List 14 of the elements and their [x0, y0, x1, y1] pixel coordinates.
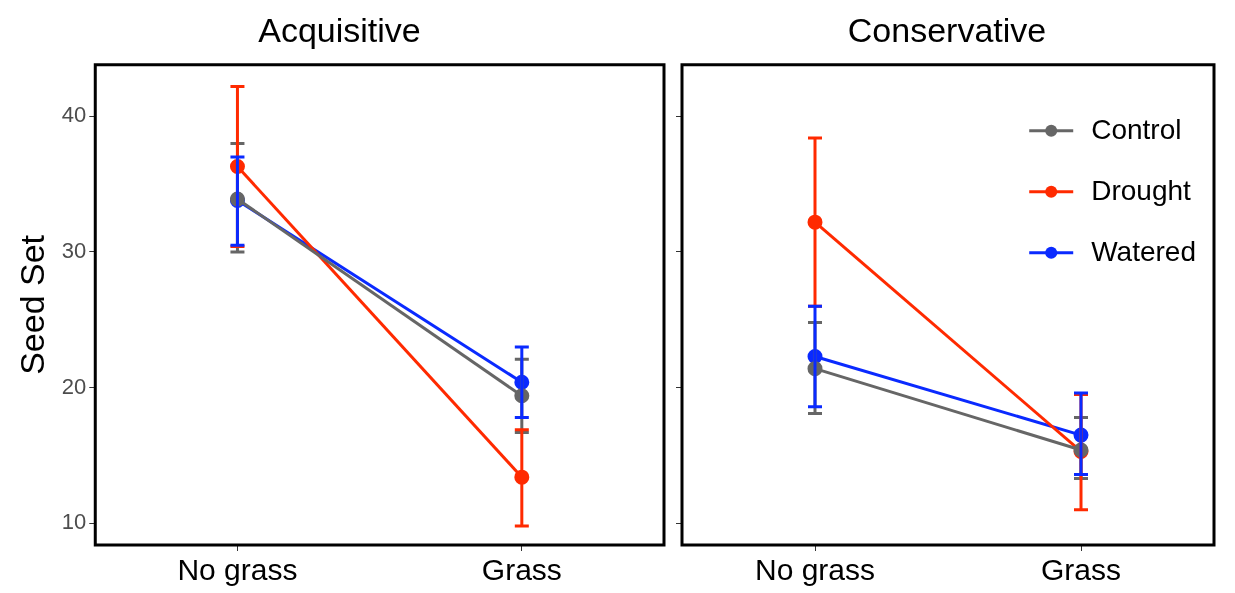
- legend-label: Watered: [1091, 235, 1196, 267]
- y-tick-label: 40: [61, 102, 87, 128]
- y-tick-label: 20: [61, 373, 87, 399]
- y-axis-title: Seed Set: [12, 234, 51, 375]
- x-tick-label: Grass: [481, 553, 562, 587]
- legend-label: Control: [1091, 113, 1182, 145]
- x-tick-label: No grass: [177, 553, 298, 587]
- chart-title: Acquisitive: [258, 10, 421, 49]
- y-tick-label: 10: [61, 509, 87, 535]
- x-tick-label: No grass: [754, 553, 876, 587]
- x-tick-label: Grass: [1040, 553, 1122, 587]
- chart-title: Conservative: [847, 10, 1047, 49]
- y-tick-label: 30: [61, 238, 87, 264]
- legend-label: Drought: [1091, 174, 1192, 206]
